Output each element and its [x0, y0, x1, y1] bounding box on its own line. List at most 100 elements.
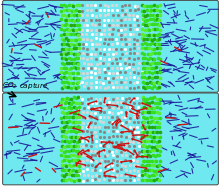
- Point: [78, 159, 82, 162]
- Point: [141, 66, 144, 69]
- Point: [124, 120, 128, 123]
- Point: [112, 159, 115, 162]
- Point: [85, 116, 89, 119]
- Point: [59, 66, 63, 69]
- Point: [131, 67, 135, 70]
- Point: [136, 163, 139, 167]
- Point: [76, 85, 80, 88]
- Point: [61, 97, 64, 100]
- Point: [75, 46, 78, 50]
- Point: [158, 97, 161, 100]
- Point: [62, 33, 66, 36]
- Point: [127, 134, 131, 137]
- Point: [150, 4, 153, 7]
- Point: [75, 62, 78, 65]
- Point: [115, 4, 118, 7]
- Point: [123, 149, 127, 152]
- Point: [90, 86, 93, 89]
- Point: [151, 27, 154, 30]
- Point: [119, 106, 122, 109]
- Point: [78, 32, 81, 35]
- Point: [81, 101, 84, 104]
- Point: [98, 178, 101, 181]
- Point: [69, 81, 72, 84]
- Point: [111, 123, 114, 126]
- Point: [141, 123, 144, 126]
- Point: [78, 139, 81, 143]
- Point: [128, 96, 131, 99]
- Point: [120, 178, 123, 181]
- Point: [155, 4, 159, 7]
- Point: [76, 153, 80, 156]
- Point: [150, 23, 154, 26]
- Point: [75, 163, 78, 166]
- Point: [127, 62, 131, 65]
- Point: [131, 33, 135, 36]
- Point: [77, 135, 80, 138]
- Point: [131, 62, 135, 65]
- Point: [107, 174, 111, 177]
- Point: [106, 76, 109, 79]
- Point: [157, 102, 161, 105]
- Point: [94, 173, 98, 176]
- Point: [123, 144, 127, 147]
- Point: [148, 150, 151, 153]
- Point: [95, 85, 98, 88]
- Point: [111, 120, 115, 123]
- Point: [152, 57, 156, 60]
- Point: [147, 28, 151, 31]
- Point: [61, 179, 64, 182]
- Point: [90, 135, 93, 138]
- Point: [103, 159, 107, 162]
- Point: [93, 106, 97, 109]
- Point: [81, 19, 84, 22]
- Point: [84, 144, 88, 147]
- Point: [106, 96, 109, 99]
- Point: [133, 175, 137, 178]
- Point: [62, 145, 66, 148]
- Point: [81, 145, 85, 148]
- Point: [102, 62, 105, 65]
- Point: [60, 23, 64, 26]
- Point: [155, 28, 159, 31]
- Point: [106, 144, 110, 147]
- Point: [115, 42, 119, 45]
- Point: [79, 152, 82, 155]
- Point: [86, 86, 90, 89]
- Point: [97, 150, 101, 153]
- Point: [143, 37, 146, 40]
- Point: [74, 174, 77, 177]
- Point: [63, 47, 66, 50]
- Point: [128, 101, 132, 104]
- Point: [94, 97, 98, 100]
- Point: [120, 33, 123, 36]
- Point: [147, 144, 151, 147]
- Point: [60, 116, 63, 119]
- Point: [74, 38, 77, 41]
- Point: [67, 51, 70, 54]
- Point: [156, 126, 159, 129]
- Point: [141, 52, 144, 55]
- Point: [94, 43, 98, 46]
- Point: [150, 67, 154, 70]
- Point: [77, 178, 81, 181]
- Point: [72, 154, 76, 157]
- Point: [140, 9, 144, 12]
- Point: [140, 43, 144, 46]
- Point: [141, 131, 144, 134]
- Point: [148, 105, 152, 108]
- Point: [140, 33, 144, 36]
- Point: [90, 43, 94, 46]
- Point: [106, 4, 110, 7]
- Point: [158, 71, 161, 74]
- Point: [150, 61, 154, 64]
- Point: [115, 163, 118, 166]
- Point: [90, 102, 94, 105]
- Point: [93, 125, 97, 128]
- Point: [93, 149, 97, 153]
- Point: [76, 62, 80, 65]
- Point: [77, 52, 80, 55]
- Point: [61, 130, 64, 133]
- Point: [77, 47, 81, 50]
- Point: [141, 85, 145, 88]
